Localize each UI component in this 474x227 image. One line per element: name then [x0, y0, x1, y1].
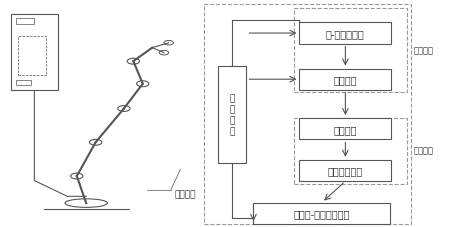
Text: 驱动系统: 驱动系统: [334, 124, 357, 134]
Circle shape: [159, 51, 169, 56]
Circle shape: [164, 41, 173, 46]
Text: 传感部分: 传感部分: [174, 190, 196, 199]
Text: 机械结构系统: 机械结构系统: [328, 166, 363, 176]
FancyBboxPatch shape: [11, 15, 58, 91]
Text: 机械部分: 机械部分: [414, 146, 434, 155]
FancyBboxPatch shape: [300, 69, 392, 91]
FancyBboxPatch shape: [16, 19, 35, 25]
Circle shape: [127, 59, 139, 65]
Text: 人-机交互系统: 人-机交互系统: [326, 29, 365, 39]
Text: 机器人-环境交互系统: 机器人-环境交互系统: [293, 208, 350, 218]
Ellipse shape: [65, 199, 108, 207]
Circle shape: [137, 81, 149, 87]
Text: 感
受
系
统: 感 受 系 统: [229, 94, 235, 136]
Circle shape: [71, 173, 83, 179]
Text: 控制系统: 控制系统: [334, 75, 357, 85]
FancyBboxPatch shape: [300, 118, 392, 140]
FancyBboxPatch shape: [254, 203, 390, 224]
Circle shape: [118, 106, 130, 112]
FancyBboxPatch shape: [300, 23, 392, 44]
Text: 控制部分: 控制部分: [414, 46, 434, 55]
Circle shape: [90, 140, 102, 146]
FancyBboxPatch shape: [300, 160, 392, 181]
FancyBboxPatch shape: [218, 67, 246, 163]
FancyBboxPatch shape: [16, 81, 31, 86]
